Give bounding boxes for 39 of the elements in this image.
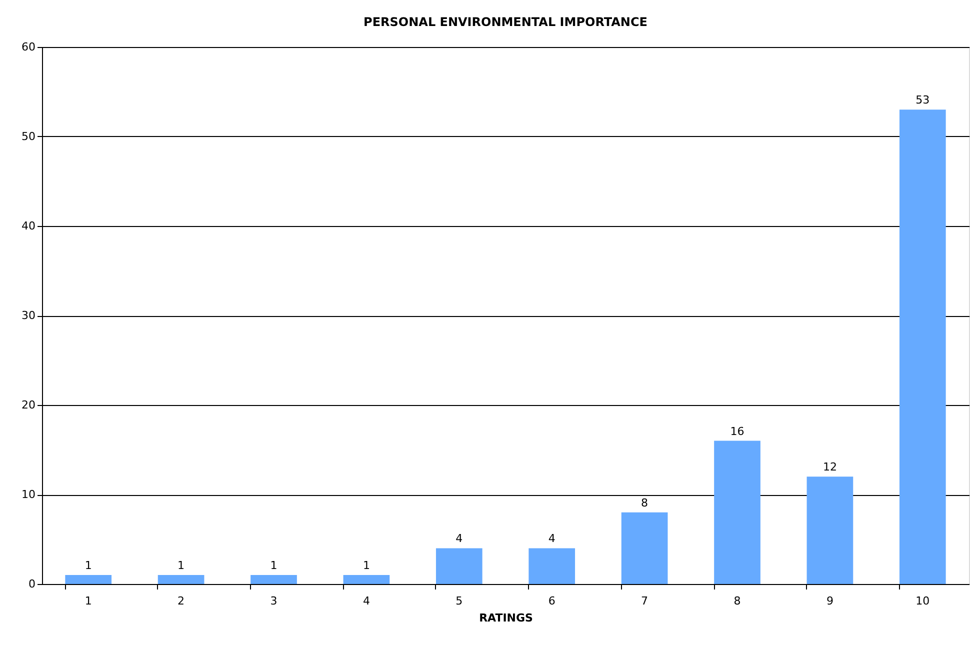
- x-tick-label: 4: [362, 594, 370, 608]
- bar: [806, 476, 854, 584]
- y-tick-label: 10: [22, 488, 36, 501]
- data-label: 4: [548, 532, 556, 546]
- bar: [899, 110, 946, 584]
- x-tick-label: 7: [641, 594, 648, 608]
- x-tick-label: 6: [548, 594, 556, 608]
- x-tick-label: 10: [916, 594, 930, 608]
- bar: [528, 548, 576, 584]
- x-tick-label: 8: [734, 594, 741, 608]
- x-tick-label: 9: [826, 594, 834, 608]
- data-label: 1: [362, 559, 370, 572]
- data-label: 16: [730, 424, 744, 438]
- data-label: 1: [178, 559, 185, 572]
- bar: [250, 575, 297, 584]
- y-tick-label: 0: [28, 578, 36, 590]
- bar: [343, 575, 390, 584]
- x-tick-label: 1: [84, 594, 92, 608]
- data-label: 8: [641, 496, 648, 510]
- y-tick-label: 60: [22, 40, 36, 54]
- x-axis-title: RATINGS: [479, 612, 534, 624]
- y-tick-label: 50: [22, 130, 36, 143]
- x-tick-label: 3: [270, 594, 278, 608]
- data-label: 4: [456, 532, 463, 546]
- x-tick-label: 2: [178, 594, 185, 608]
- bar: [436, 548, 482, 584]
- bar: [158, 575, 204, 584]
- data-label: 1: [84, 559, 92, 572]
- bar: [621, 512, 668, 584]
- bar: [714, 440, 760, 584]
- y-tick-label: 40: [22, 220, 36, 232]
- data-label: 12: [822, 460, 837, 474]
- chart-title: PERSONAL ENVIRONMENTAL IMPORTANCE: [364, 15, 648, 29]
- data-label: 53: [916, 94, 930, 107]
- data-label: 1: [270, 559, 278, 572]
- bar: [65, 575, 112, 584]
- x-tick-label: 5: [456, 594, 463, 608]
- y-tick-label: 20: [22, 398, 36, 412]
- y-tick-label: 30: [22, 309, 36, 322]
